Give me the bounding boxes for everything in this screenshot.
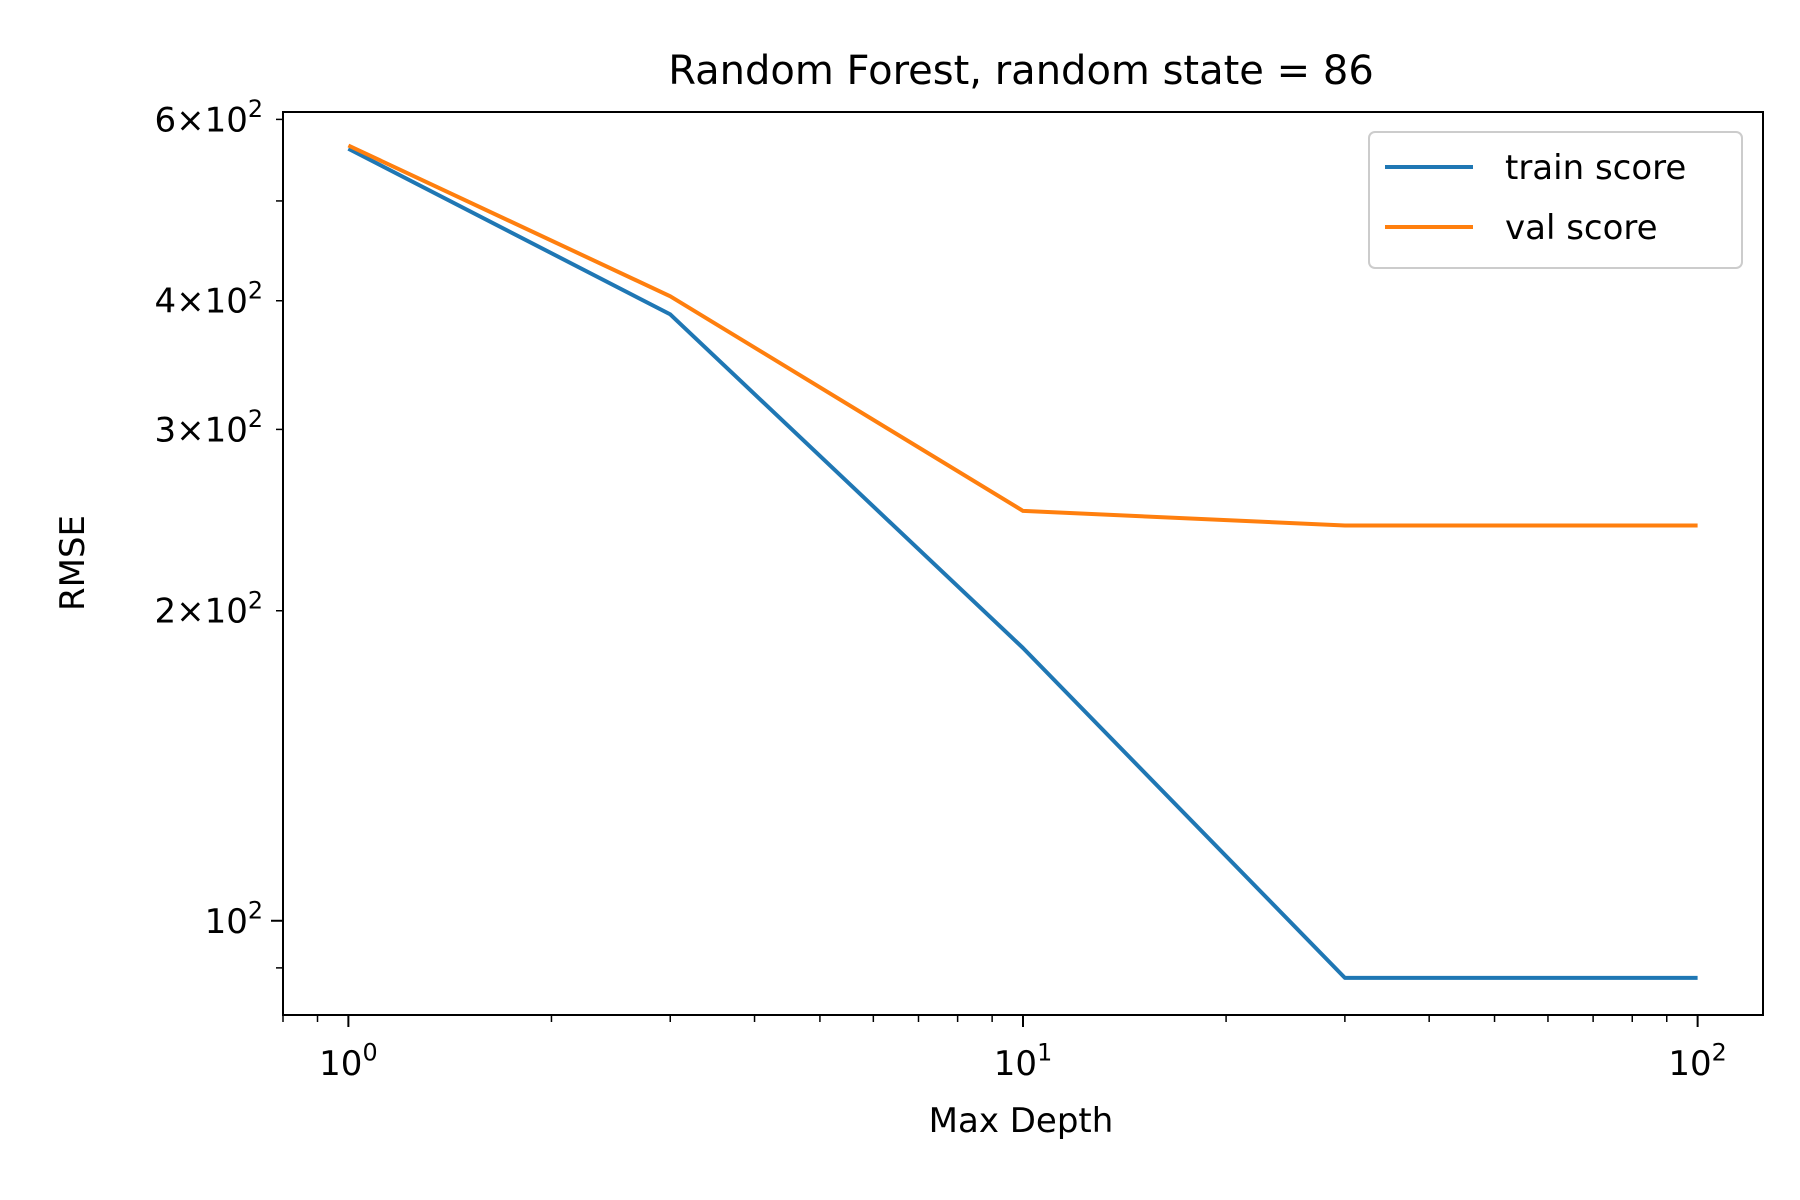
legend-label-0: train score <box>1505 148 1686 188</box>
y-axis-label: RMSE <box>53 515 93 611</box>
series-line-1 <box>347 143 1698 528</box>
y-tick-label-major-0: 102 <box>205 896 263 941</box>
legend: train score val score <box>1368 131 1743 269</box>
series-line-0 <box>347 146 1698 980</box>
y-tick-label-minor-2: 4×102 <box>154 276 263 321</box>
x-tick-label-2: 102 <box>1668 1039 1726 1084</box>
chart-title: Random Forest, random state = 86 <box>668 48 1374 94</box>
y-tick-label-minor-1: 3×102 <box>154 405 263 450</box>
x-axis-label: Max Depth <box>929 1101 1114 1141</box>
x-tick-label-0: 100 <box>319 1039 377 1084</box>
y-tick-label-minor-0: 2×102 <box>154 586 263 631</box>
y-axis: 102 2×102 3×102 4×102 6×102 <box>154 95 283 969</box>
legend-label-1: val score <box>1505 208 1658 248</box>
series-layer <box>347 143 1698 980</box>
y-tick-label-minor-3: 6×102 <box>154 95 263 140</box>
x-tick-label-1: 101 <box>994 1039 1052 1084</box>
x-axis: 100 101 102 <box>282 1015 1727 1084</box>
